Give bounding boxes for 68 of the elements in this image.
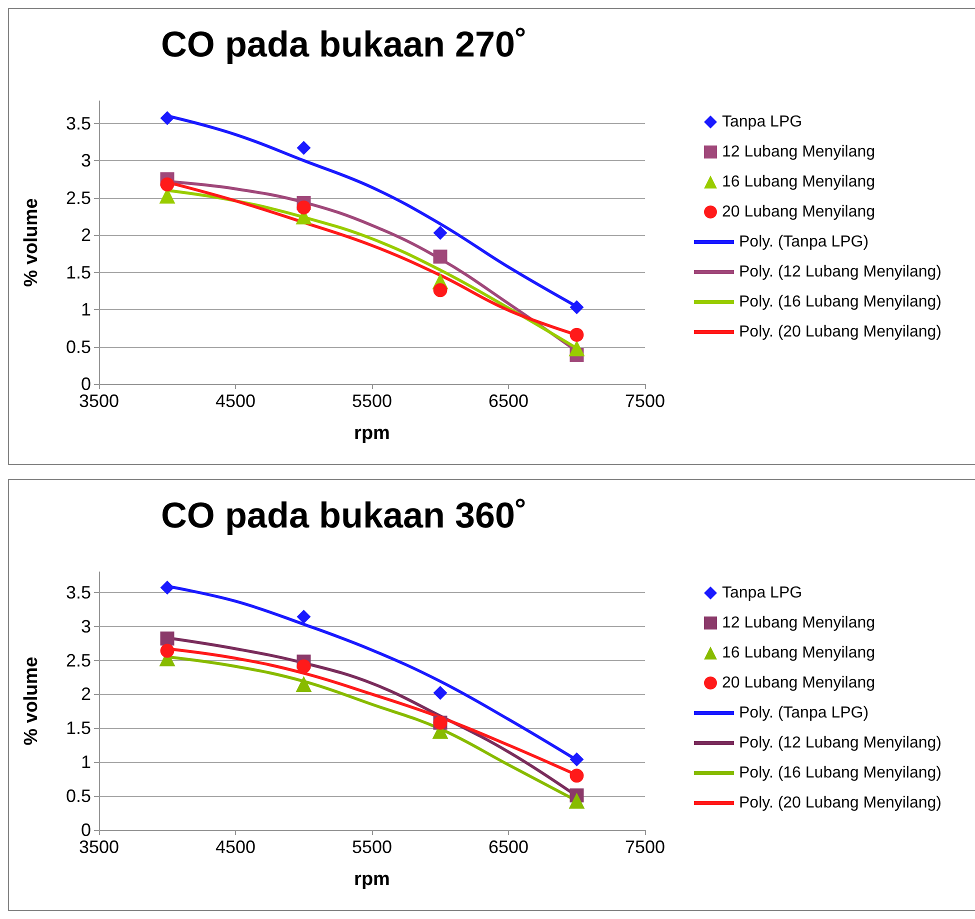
point: [296, 659, 311, 674]
y-tick-label: 1: [80, 752, 91, 772]
legend-label: 12 Lubang Menyilang: [722, 144, 876, 160]
legend-label: Poly. (Tanpa LPG): [739, 234, 869, 250]
x-tick-label: 3500: [78, 391, 120, 411]
y-tick-label: 3: [80, 616, 91, 636]
y-tick-label: 1: [80, 300, 91, 320]
x-tick-label: 5500: [352, 391, 392, 411]
y-axis-title: % volume: [21, 198, 42, 287]
y-tick-label: 3.5: [66, 582, 91, 602]
legend-label: 16 Lubang Menyilang: [722, 174, 876, 190]
legend-label: Tanpa LPG: [722, 114, 802, 130]
point: [433, 226, 448, 240]
point: [570, 768, 584, 783]
legend-label: Poly. (12 Lubang Menyilang): [739, 734, 942, 752]
point: [433, 250, 448, 264]
point: [570, 328, 584, 342]
legend-label: 16 Lubang Menyilang: [722, 644, 876, 662]
y-tick-label: 3.5: [66, 113, 91, 134]
x-tick-label: 7500: [624, 391, 666, 411]
point: [568, 792, 585, 809]
point: [568, 340, 585, 356]
legend-label: Poly. (20 Lubang Menyilang): [739, 324, 942, 340]
legend-label: Poly. (20 Lubang Menyilang): [739, 794, 942, 812]
y-tick-label: 2.5: [66, 650, 91, 670]
legend-label: Poly. (16 Lubang Menyilang): [739, 294, 942, 310]
y-tick-label: 1.5: [66, 262, 91, 282]
point: [296, 676, 312, 692]
x-tick-label: 3500: [78, 837, 120, 857]
x-tick-label: 4500: [215, 391, 256, 411]
x-tick-label: 5500: [352, 837, 392, 857]
point: [433, 283, 448, 298]
legend-label: Tanpa LPG: [722, 584, 802, 602]
point: [433, 686, 448, 700]
legend-label: 20 Lubang Menyilang: [722, 204, 876, 220]
point: [160, 632, 174, 646]
point: [570, 752, 584, 766]
y-tick-label: 0.5: [66, 336, 91, 357]
y-tick-label: 0: [80, 820, 91, 840]
legend-label: 20 Lubang Menyilang: [722, 674, 876, 692]
point: [160, 111, 174, 126]
chart-title: CO pada bukaan 360˚: [160, 494, 528, 536]
x-tick-label: 6500: [488, 837, 529, 857]
y-tick-label: 1.5: [66, 718, 91, 738]
point: [570, 300, 584, 314]
point: [296, 610, 311, 624]
y-tick-label: 0.5: [66, 786, 91, 806]
y-tick-label: 2.5: [66, 188, 91, 208]
point: [160, 177, 174, 192]
x-axis-title: rpm: [354, 423, 390, 444]
legend-label: Poly. (12 Lubang Menyilang): [739, 264, 942, 280]
legend-label: 12 Lubang Menyilang: [722, 614, 876, 632]
legend-label: Poly. (16 Lubang Menyilang): [739, 764, 942, 782]
point: [296, 140, 311, 155]
x-tick-label: 6500: [488, 391, 529, 411]
y-tick-label: 0: [80, 374, 91, 394]
point: [160, 644, 174, 658]
y-axis-title: % volume: [21, 656, 42, 746]
y-tick-label: 2: [80, 684, 91, 704]
point: [160, 580, 174, 595]
y-tick-label: 2: [80, 225, 91, 246]
x-axis-title: rpm: [354, 869, 390, 890]
x-tick-label: 4500: [215, 837, 256, 857]
y-tick-label: 3: [80, 150, 91, 171]
x-tick-label: 7500: [624, 837, 666, 857]
legend-label: Poly. (Tanpa LPG): [739, 704, 869, 722]
point: [296, 200, 311, 214]
chart-title: CO pada bukaan 270˚: [160, 24, 528, 64]
